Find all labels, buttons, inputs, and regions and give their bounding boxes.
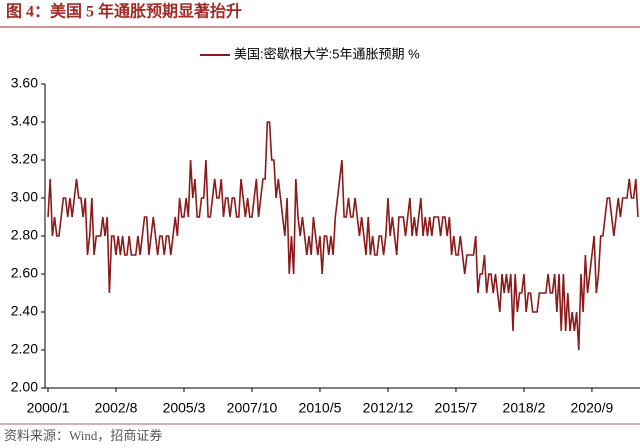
line-series: [47, 121, 639, 351]
y-tick-label: 3.00: [11, 189, 38, 205]
x-tick-label: 2012/12: [363, 400, 414, 416]
x-tick-label: 2020/9: [571, 400, 614, 416]
x-tick-label: 2007/10: [227, 400, 278, 416]
y-tick-label: 3.40: [11, 113, 38, 129]
x-tick-label: 2002/8: [95, 400, 138, 416]
source-note: 资料来源：Wind，招商证券: [4, 428, 162, 443]
y-tick-label: 3.20: [11, 151, 38, 167]
chart-title: 图 4：美国 5 年通胀预期显著抬升: [6, 2, 242, 21]
y-tick-label: 2.20: [11, 341, 38, 357]
legend-label: 美国:密歇根大学:5年通胀预期 %: [234, 46, 420, 61]
y-tick-label: 3.60: [11, 75, 38, 91]
y-tick-label: 2.60: [11, 265, 38, 281]
x-tick-label: 2010/5: [299, 400, 342, 416]
x-tick-label: 2015/7: [435, 400, 478, 416]
y-tick-label: 2.00: [11, 379, 38, 395]
y-tick-label: 2.80: [11, 227, 38, 243]
x-tick-label: 2005/3: [163, 400, 206, 416]
x-tick-label: 2000/1: [27, 400, 70, 416]
x-tick-label: 2018/2: [503, 400, 546, 416]
y-tick-label: 2.40: [11, 303, 38, 319]
